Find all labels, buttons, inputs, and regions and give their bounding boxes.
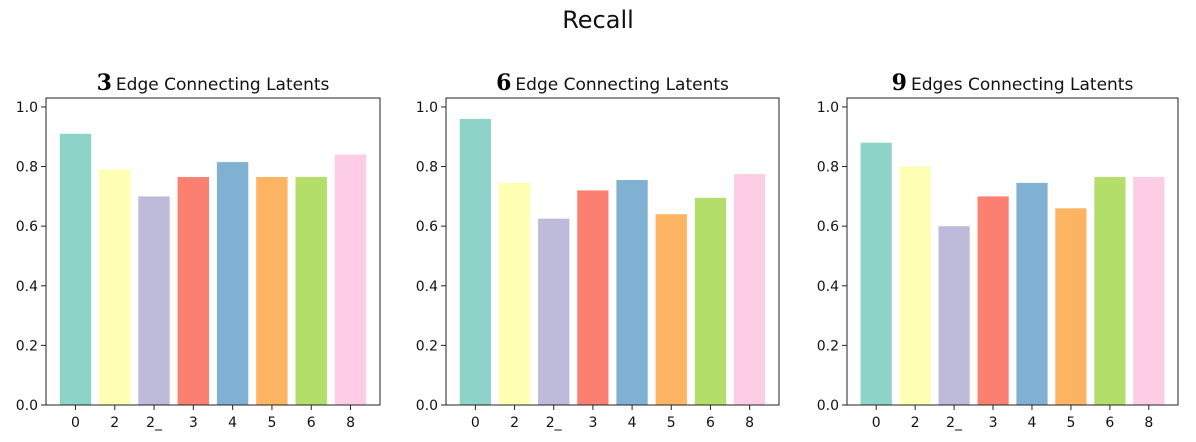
x-tick-label: 5 (267, 415, 276, 431)
bar-3 (177, 177, 209, 405)
bar-3 (577, 190, 609, 405)
bar-0 (459, 118, 491, 406)
bar-4 (616, 180, 648, 405)
bar-2_ (538, 218, 570, 405)
plot-frame (846, 97, 1179, 406)
x-tick-label: 6 (1105, 415, 1114, 431)
panel-title-text: Edges Connecting Latents (911, 75, 1133, 95)
bar-2 (99, 169, 131, 405)
x-tick-label: 4 (628, 415, 637, 431)
y-tick-label: 0.0 (817, 398, 839, 414)
x-tick-label: 6 (706, 415, 715, 431)
y-tick-label: 0.4 (817, 279, 839, 295)
bar-6 (1094, 177, 1126, 405)
bar-8 (1133, 177, 1165, 405)
x-tick-label: 0 (71, 415, 80, 431)
x-tick-label: 4 (1028, 415, 1037, 431)
panel-title-number: 6 (496, 70, 511, 96)
x-tick-label: 6 (307, 415, 316, 431)
x-tick-label: 5 (667, 415, 676, 431)
plot-frame (45, 97, 381, 406)
y-tick-label: 0.6 (416, 219, 438, 235)
bar-0 (860, 142, 892, 405)
y-tick-label: 0.4 (416, 279, 438, 295)
x-tick-label: 2_ (946, 415, 963, 431)
bar-4 (1016, 182, 1048, 405)
bar-5 (1055, 208, 1087, 405)
panel-title: 3 Edge Connecting Latents (97, 70, 330, 96)
x-tick-label: 2 (510, 415, 519, 431)
bar-4 (216, 162, 249, 405)
y-tick-label: 0.0 (416, 398, 438, 414)
bar-5 (256, 177, 288, 405)
x-tick-label: 8 (346, 415, 355, 431)
x-tick-label: 4 (228, 415, 237, 431)
y-tick-label: 1.0 (416, 100, 438, 116)
panel-title-number: 9 (892, 70, 907, 96)
panel-title-text: Edge Connecting Latents (515, 75, 729, 95)
plot-frame (445, 97, 780, 406)
panel-title: 9 Edges Connecting Latents (892, 70, 1134, 96)
panel-title-text: Edge Connecting Latents (116, 75, 330, 95)
x-tick-label: 3 (989, 415, 998, 431)
y-tick-label: 0.2 (817, 338, 839, 354)
bar-6 (295, 177, 327, 405)
x-tick-label: 2 (911, 415, 920, 431)
x-tick-label: 5 (1066, 415, 1075, 431)
x-tick-label: 0 (471, 415, 480, 431)
x-tick-label: 8 (745, 415, 754, 431)
y-tick-label: 0.2 (16, 338, 38, 354)
bar-0 (59, 133, 92, 406)
y-tick-label: 0.0 (16, 398, 38, 414)
y-tick-label: 0.2 (416, 338, 438, 354)
bar-8 (733, 174, 766, 405)
bar-6 (694, 197, 727, 405)
chart-panel-1: 0.00.20.40.60.81.00 2 2_ 3 4 5 6 83 Edge Connect… (16, 70, 381, 431)
y-tick-label: 0.8 (416, 160, 438, 176)
bar-3 (977, 196, 1009, 405)
chart-panel-3: 0.0 0.2 0.4 0.6 0.8 1.0 0 2 2_ 3 4 5 6 8 9 Edges Connec… (817, 70, 1179, 431)
x-tick-label: 3 (588, 415, 597, 431)
bar-8 (334, 154, 367, 405)
bar-2 (899, 166, 931, 405)
x-tick-label: 2 (110, 415, 119, 431)
x-tick-label: 0 (872, 415, 881, 431)
x-tick-label: 8 (1144, 415, 1153, 431)
y-tick-label: 0.4 (16, 279, 38, 295)
bar-2_ (138, 196, 170, 405)
x-tick-label: 2_ (546, 415, 563, 431)
chart-panel-2: 0.00.20.40.60.81.00 2 2_ 3 4 5 6 86 Edge Connect… (416, 70, 780, 431)
figure-title: Recall (562, 6, 634, 34)
y-tick-label: 0.6 (16, 219, 38, 235)
y-tick-label: 0.6 (817, 219, 839, 235)
y-tick-label: 1.0 (16, 100, 38, 116)
x-tick-label: 3 (189, 415, 198, 431)
x-tick-label: 2_ (146, 415, 163, 431)
bar-5 (655, 214, 687, 405)
y-tick-label: 0.8 (817, 160, 839, 176)
bar-2_ (938, 226, 970, 405)
panel-title-number: 3 (97, 70, 112, 96)
y-tick-label: 1.0 (817, 100, 839, 116)
bar-2 (498, 182, 531, 405)
panel-title: 6 Edge Connecting Latents (496, 70, 729, 96)
y-tick-label: 0.8 (16, 160, 38, 176)
